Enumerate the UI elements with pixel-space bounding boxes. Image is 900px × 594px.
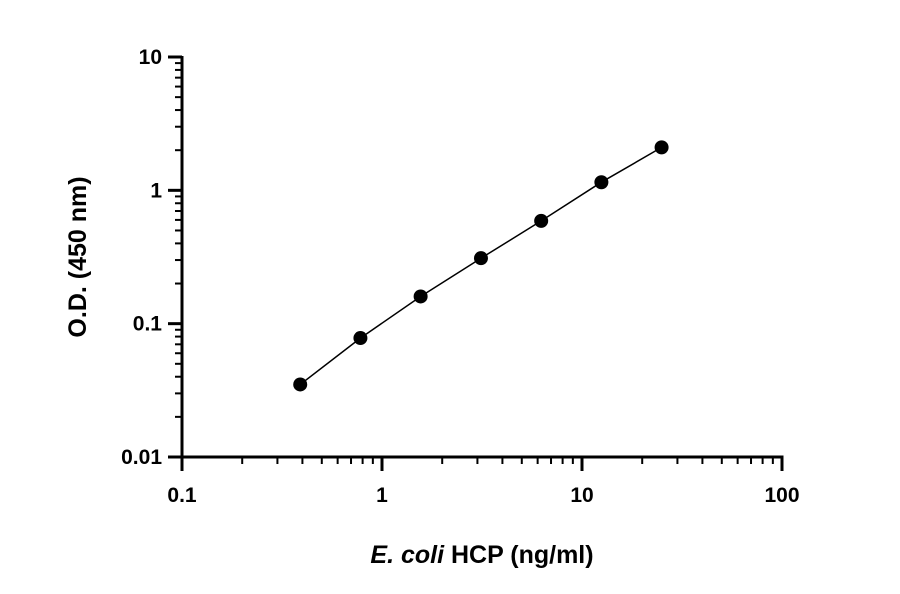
y-tick-label: 10	[139, 46, 162, 69]
x-tick-label: 1	[376, 484, 388, 507]
x-axis-title-italic: E. coli	[370, 541, 445, 569]
y-axis: 0.01 0.1 1 10	[121, 46, 184, 469]
x-tick-label: 10	[570, 484, 593, 507]
y-tick-label: 0.01	[121, 446, 162, 469]
x-axis-title: E. coli HCP (ng/ml)	[370, 541, 593, 569]
plot-area	[293, 140, 669, 392]
y-tick-label: 1	[150, 179, 162, 202]
data-point	[594, 175, 609, 190]
data-point	[413, 289, 428, 304]
data-point	[654, 140, 669, 155]
data-point	[534, 213, 549, 228]
x-tick-label: 0.1	[167, 484, 197, 507]
x-axis-title-rest: HCP (ng/ml)	[444, 541, 594, 569]
data-point	[473, 251, 488, 266]
x-tick-label: 100	[764, 484, 799, 507]
y-tick-label: 0.1	[133, 313, 163, 336]
x-axis: 0.1 1 10 100	[167, 455, 800, 507]
data-point	[353, 331, 368, 346]
data-point	[293, 377, 308, 392]
y-axis-title: O.D. (450 nm)	[64, 176, 92, 337]
